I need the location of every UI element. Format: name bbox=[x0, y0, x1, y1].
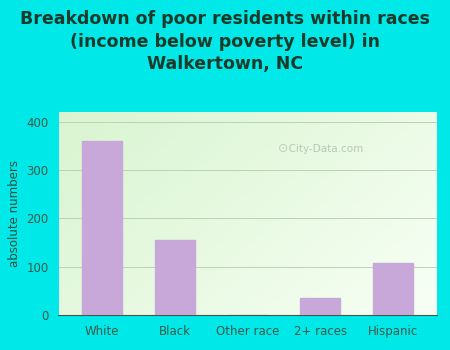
Text: Breakdown of poor residents within races
(income below poverty level) in
Walkert: Breakdown of poor residents within races… bbox=[20, 10, 430, 73]
Bar bbox=[82, 141, 122, 315]
Y-axis label: absolute numbers: absolute numbers bbox=[8, 160, 21, 267]
Bar bbox=[155, 240, 195, 315]
Bar bbox=[373, 263, 413, 315]
Text: ⊙: ⊙ bbox=[278, 142, 288, 155]
Text: City-Data.com: City-Data.com bbox=[283, 144, 364, 154]
Bar bbox=[300, 298, 340, 315]
